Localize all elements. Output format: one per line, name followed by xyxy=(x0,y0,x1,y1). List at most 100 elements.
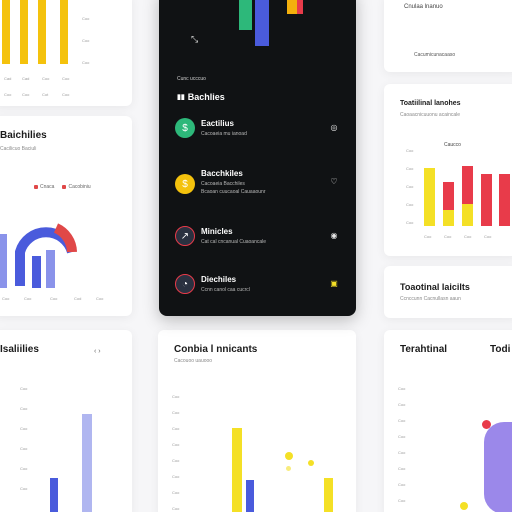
chart-dot xyxy=(286,466,291,471)
chart-bar xyxy=(255,0,269,46)
list-item[interactable]: ◔ Diechiles Ccnn canol caa cucrcl ▣ xyxy=(175,272,345,298)
note-icon[interactable]: ▣ xyxy=(330,278,338,288)
y-tick-label: Coo xyxy=(398,402,406,407)
chart-bar xyxy=(50,478,58,512)
y-tick-label: Coo xyxy=(406,148,414,153)
card-right-chart: Toatiilinal lanohes Caoaacnicuuonu acain… xyxy=(384,84,512,256)
pager-arrows[interactable]: ‹ › xyxy=(94,348,101,355)
x-tick-label: Coo xyxy=(22,92,30,97)
list-item-desc: Ccnn canol caa cucrcl xyxy=(201,287,250,293)
legend-item: Cacobiniu xyxy=(62,184,91,190)
card-mid-left-chart: Baichilies Cacilicuo Baciuli Cnaca Cacob… xyxy=(0,116,132,316)
card-title: Baichilies xyxy=(0,130,47,141)
card-subtitle: Cacumicunacaaso xyxy=(414,52,456,58)
y-tick-label: Coo xyxy=(172,442,180,447)
card-bottom-left-chart: Isaliilies ‹ › Coo Coo Coo Coo Coo Coo xyxy=(0,330,132,512)
y-tick-label: Coo xyxy=(406,166,414,171)
card-title: Toaotinal laicilts xyxy=(400,282,470,292)
heart-icon[interactable]: ♡ xyxy=(330,176,338,186)
y-tick-label: Coo xyxy=(398,418,406,423)
y-tick-label: Coo xyxy=(20,406,28,411)
legend-swatch xyxy=(34,185,38,189)
y-tick-label: Coo xyxy=(406,202,414,207)
y-tick-label: Coo xyxy=(20,486,28,491)
chart-bar xyxy=(481,174,492,226)
card-title: Toatiilinal lanohes xyxy=(400,100,461,107)
y-tick-label: Coo xyxy=(406,184,414,189)
y-tick-label: Coo xyxy=(82,16,90,21)
chart-bar xyxy=(443,182,454,210)
x-tick-label: Coo xyxy=(62,92,70,97)
card-title-secondary: Todi xyxy=(490,344,511,355)
x-tick-label: Cod xyxy=(74,296,82,301)
y-tick-label: Coo xyxy=(20,446,28,451)
x-tick-label: Coo xyxy=(464,234,472,239)
radio-icon[interactable]: ◉ xyxy=(330,230,338,240)
y-tick-label: Coo xyxy=(172,426,180,431)
target-icon[interactable]: ◎ xyxy=(330,122,338,132)
chart-bar xyxy=(82,414,92,512)
chart-bar xyxy=(462,166,473,204)
pie-icon: ◔ xyxy=(175,274,195,294)
list-item-name: Bacchkiles xyxy=(201,169,243,178)
card-subtitle: Caoaacnicuuonu acaincale xyxy=(400,112,461,118)
list-item-desc: Cat cal cncanual Cuaoancale xyxy=(201,239,267,245)
y-tick-label: Coo xyxy=(398,466,406,471)
list-item[interactable]: $ Eactilius Cacoaeia mu ianoad ◎ xyxy=(175,116,345,142)
x-tick-label: Coo xyxy=(96,296,104,301)
y-tick-label: Coo xyxy=(20,386,28,391)
y-tick-label: Coo xyxy=(20,466,28,471)
dollar-icon: $ xyxy=(175,118,195,138)
panel-header: ▮▮ Bachlies xyxy=(177,92,225,102)
list-item-name: Diechiles xyxy=(201,275,237,284)
y-tick-label: Coo xyxy=(398,498,406,503)
card-title: Terahtinal xyxy=(400,344,448,355)
list-item-desc-secondary: Bcaoan cuucaoal Cauaaounr xyxy=(201,189,266,195)
card-right-low: Toaotinal laicilts Ccnccunn Cacnullasn a… xyxy=(384,266,512,318)
card-top-left-chart: Coo Coo Coo Cad Cad Coo Coo Coo Coo Cot … xyxy=(0,0,132,106)
card-title: Conbia l nnicants xyxy=(174,344,258,355)
list-item-name: Eactilius xyxy=(201,119,234,128)
panel-title: Bachlies xyxy=(187,92,225,102)
list-item-desc: Cacoaeia mu ianoad xyxy=(201,131,247,137)
y-tick-label: Coo xyxy=(20,426,28,431)
chart-bar xyxy=(239,0,252,30)
chart-bar xyxy=(0,234,7,288)
expand-icon[interactable]: ⤡ xyxy=(191,34,199,44)
panel-small-label: Cunc ucccuo xyxy=(177,76,206,82)
chart-bar xyxy=(2,0,10,64)
chart-dot xyxy=(482,420,491,429)
y-tick-label: Coo xyxy=(398,450,406,455)
list-item[interactable]: $ Bacchkiles Cacoaeia Bacchiles Bcaoan c… xyxy=(175,166,345,200)
x-tick-label: Cad xyxy=(4,76,12,81)
x-tick-label: Coo xyxy=(24,296,32,301)
x-tick-label: Coo xyxy=(484,234,492,239)
y-tick-label: Coo xyxy=(398,386,406,391)
coin-icon: $ xyxy=(175,174,195,194)
x-tick-label: Coo xyxy=(2,296,10,301)
chart-bar xyxy=(20,0,28,64)
card-subtitle: Cacilicuo Baciuli xyxy=(0,146,37,152)
card-subtitle: Cacouoo uauooo xyxy=(174,358,213,364)
card-title: Isaliilies xyxy=(0,344,39,355)
card-label: Cnulaa lnanuo xyxy=(404,4,443,10)
chart-bar xyxy=(46,250,55,288)
x-tick-label: Coo xyxy=(62,76,70,81)
legend-label: Cnaca xyxy=(40,184,55,190)
chart-dot xyxy=(308,460,314,466)
y-tick-label: Coo xyxy=(82,60,90,65)
list-item[interactable]: ↗ Minicles Cat cal cncanual Cuaoancale ◉ xyxy=(175,224,345,250)
y-tick-label: Coo xyxy=(172,394,180,399)
chart-bar xyxy=(246,480,254,512)
chart-bar xyxy=(443,210,454,226)
legend: Cnaca Cacobiniu xyxy=(34,184,91,190)
chart-bar xyxy=(60,0,68,64)
chart-bar xyxy=(424,168,435,226)
chart-bar xyxy=(232,428,242,512)
legend-item: Cnaca xyxy=(34,184,54,190)
y-tick-label: Coo xyxy=(172,474,180,479)
chart-icon: ↗ xyxy=(175,226,195,246)
chart-icon: ▮▮ xyxy=(177,94,185,101)
list-item-name: Minicles xyxy=(201,227,233,236)
y-tick-label: Coo xyxy=(172,506,180,511)
